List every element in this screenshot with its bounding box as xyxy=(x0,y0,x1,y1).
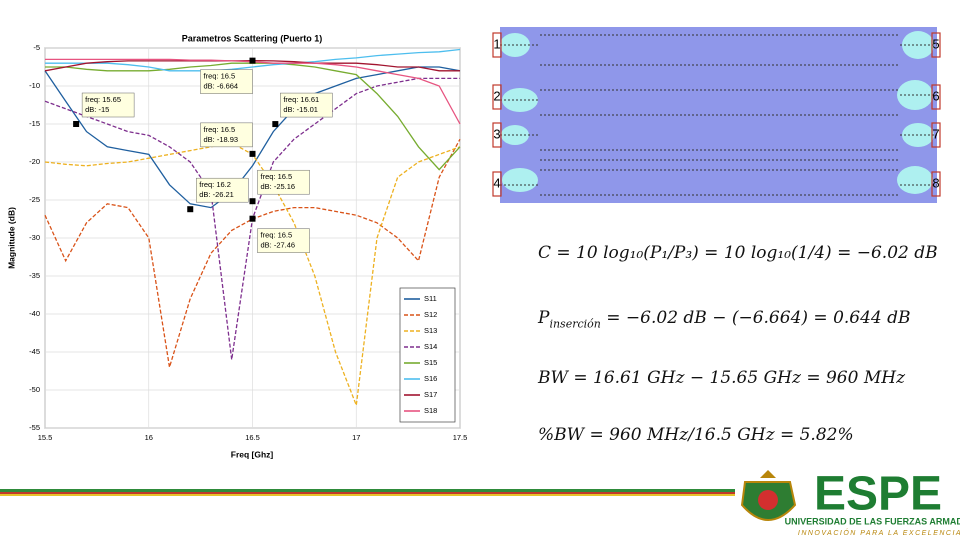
x-tick-label: 17 xyxy=(352,433,360,442)
datatip-text: freq: 16.5 xyxy=(204,125,236,134)
equation-text: inserción xyxy=(549,317,601,331)
datatip-box xyxy=(81,92,135,118)
port-label: 7 xyxy=(932,126,939,141)
legend-label: S18 xyxy=(424,406,437,415)
y-tick-label: -55 xyxy=(29,423,40,432)
equation: C = 10 log₁₀(P₁/P₃) = 10 log₁₀(1/4) = −6… xyxy=(538,243,938,263)
port-box xyxy=(931,171,941,197)
equation-text: %BW = 960 MHz/16.5 GHz = 5.82% xyxy=(538,425,854,445)
port-box xyxy=(492,171,502,197)
equation-text: C = 10 log₁₀(P₁/P₃) = 10 log₁₀(1/4) = −6… xyxy=(538,243,938,263)
y-tick-label: -20 xyxy=(29,157,40,166)
datatip-text: freq: 16.61 xyxy=(283,95,319,104)
port-label: 1 xyxy=(493,36,500,51)
datatip-text: dB: -26.21 xyxy=(199,190,234,199)
datatip-text: freq: 16.5 xyxy=(204,72,236,81)
legend-label: S15 xyxy=(424,358,437,367)
logo-shield xyxy=(740,470,797,521)
x-tick-label: 16.5 xyxy=(245,433,260,442)
datatip-text: dB: -15.01 xyxy=(283,105,318,114)
microstrip-lines xyxy=(500,34,937,196)
port-labels: 1 2 3 4 5 6 7 8 xyxy=(492,32,941,197)
equation: BW = 16.61 GHz − 15.65 GHz = 960 MHz xyxy=(538,368,905,388)
port-label: 6 xyxy=(932,88,939,103)
legend-label: S16 xyxy=(424,374,437,383)
y-tick-label: -45 xyxy=(29,347,40,356)
legend-label: S17 xyxy=(424,390,437,399)
port-box xyxy=(492,84,502,110)
datatip-marker xyxy=(187,206,194,213)
logo-line2: INNOVACIÓN PARA LA EXCELENCIA xyxy=(798,528,960,537)
datatip-text: dB: -27.46 xyxy=(261,241,296,250)
legend-box xyxy=(399,287,456,423)
series-line xyxy=(44,66,461,209)
datatip-box xyxy=(257,169,310,195)
datatip-marker xyxy=(272,121,279,128)
port-label: 2 xyxy=(493,88,500,103)
logo-line1: UNIVERSIDAD DE LAS FUERZAS ARMADAS xyxy=(785,516,960,526)
datatip-text: freq: 16.5 xyxy=(261,231,293,240)
chart-title: Parametros Scattering (Puerto 1) xyxy=(182,33,323,43)
y-tick-label: -15 xyxy=(29,119,40,128)
datatip-marker xyxy=(249,57,256,64)
datatip-text: freq: 16.2 xyxy=(199,180,231,189)
datatip-marker xyxy=(249,215,256,222)
legend-label: S13 xyxy=(424,326,437,335)
datatip-text: dB: -18.93 xyxy=(204,135,239,144)
port-box xyxy=(931,84,941,110)
port-label: 8 xyxy=(932,175,939,190)
equation: %BW = 960 MHz/16.5 GHz = 5.82% xyxy=(538,425,854,445)
series-line xyxy=(45,48,461,72)
equation-text: P xyxy=(538,308,550,328)
y-tick-label: -10 xyxy=(29,81,40,90)
port-box xyxy=(931,122,941,148)
datatip-box xyxy=(200,122,253,148)
y-tick-label: -5 xyxy=(33,43,40,52)
x-tick-label: 17.5 xyxy=(453,433,468,442)
logo-name: ESPE xyxy=(814,468,942,521)
datatip-text: dB: -25.16 xyxy=(261,182,296,191)
datatip-text: freq: 16.5 xyxy=(261,172,293,181)
datatip-marker xyxy=(249,198,256,205)
y-tick-label: -30 xyxy=(29,233,40,242)
equation-text: BW = 16.61 GHz − 15.65 GHz = 960 MHz xyxy=(538,368,906,388)
datatip-marker xyxy=(249,150,256,157)
y-tick-label: -35 xyxy=(29,271,40,280)
equation-text: = −6.02 dB − (−6.664) = 0.644 dB xyxy=(600,308,911,328)
datatip-marker xyxy=(73,121,80,127)
datatip-text: dB: -6.664 xyxy=(204,82,239,91)
datatip-text: freq: 15.65 xyxy=(85,95,121,104)
datatip-box xyxy=(200,69,253,94)
field-blobs xyxy=(500,31,934,194)
port-box xyxy=(492,32,502,58)
x-tick-label: 15.5 xyxy=(38,433,53,442)
equation: Pinserción = −6.02 dB − (−6.664) = 0.644… xyxy=(538,308,911,330)
datatip-box xyxy=(280,92,333,118)
y-tick-label: -40 xyxy=(29,309,40,318)
datatip-box xyxy=(257,228,310,253)
x-axis-label: Freq [Ghz] xyxy=(231,449,274,459)
port-label: 3 xyxy=(493,126,500,141)
y-tick-label: -50 xyxy=(29,385,40,394)
footer-stripe xyxy=(0,489,735,496)
port-box xyxy=(931,32,941,58)
port-label: 5 xyxy=(932,36,939,51)
port-label: 4 xyxy=(493,175,500,190)
legend-label: S14 xyxy=(424,342,437,351)
y-tick-label: -25 xyxy=(29,195,40,204)
legend-label: S11 xyxy=(424,294,437,303)
x-tick-label: 16 xyxy=(145,433,153,442)
y-axis-label: Magnitude (dB) xyxy=(6,207,16,269)
datatip-text: dB: -15 xyxy=(85,105,109,114)
port-box xyxy=(492,122,502,148)
legend-label: S12 xyxy=(424,310,437,319)
layout-image: 1 2 3 4 5 6 7 8 xyxy=(490,12,941,207)
datatip-box xyxy=(196,177,249,203)
